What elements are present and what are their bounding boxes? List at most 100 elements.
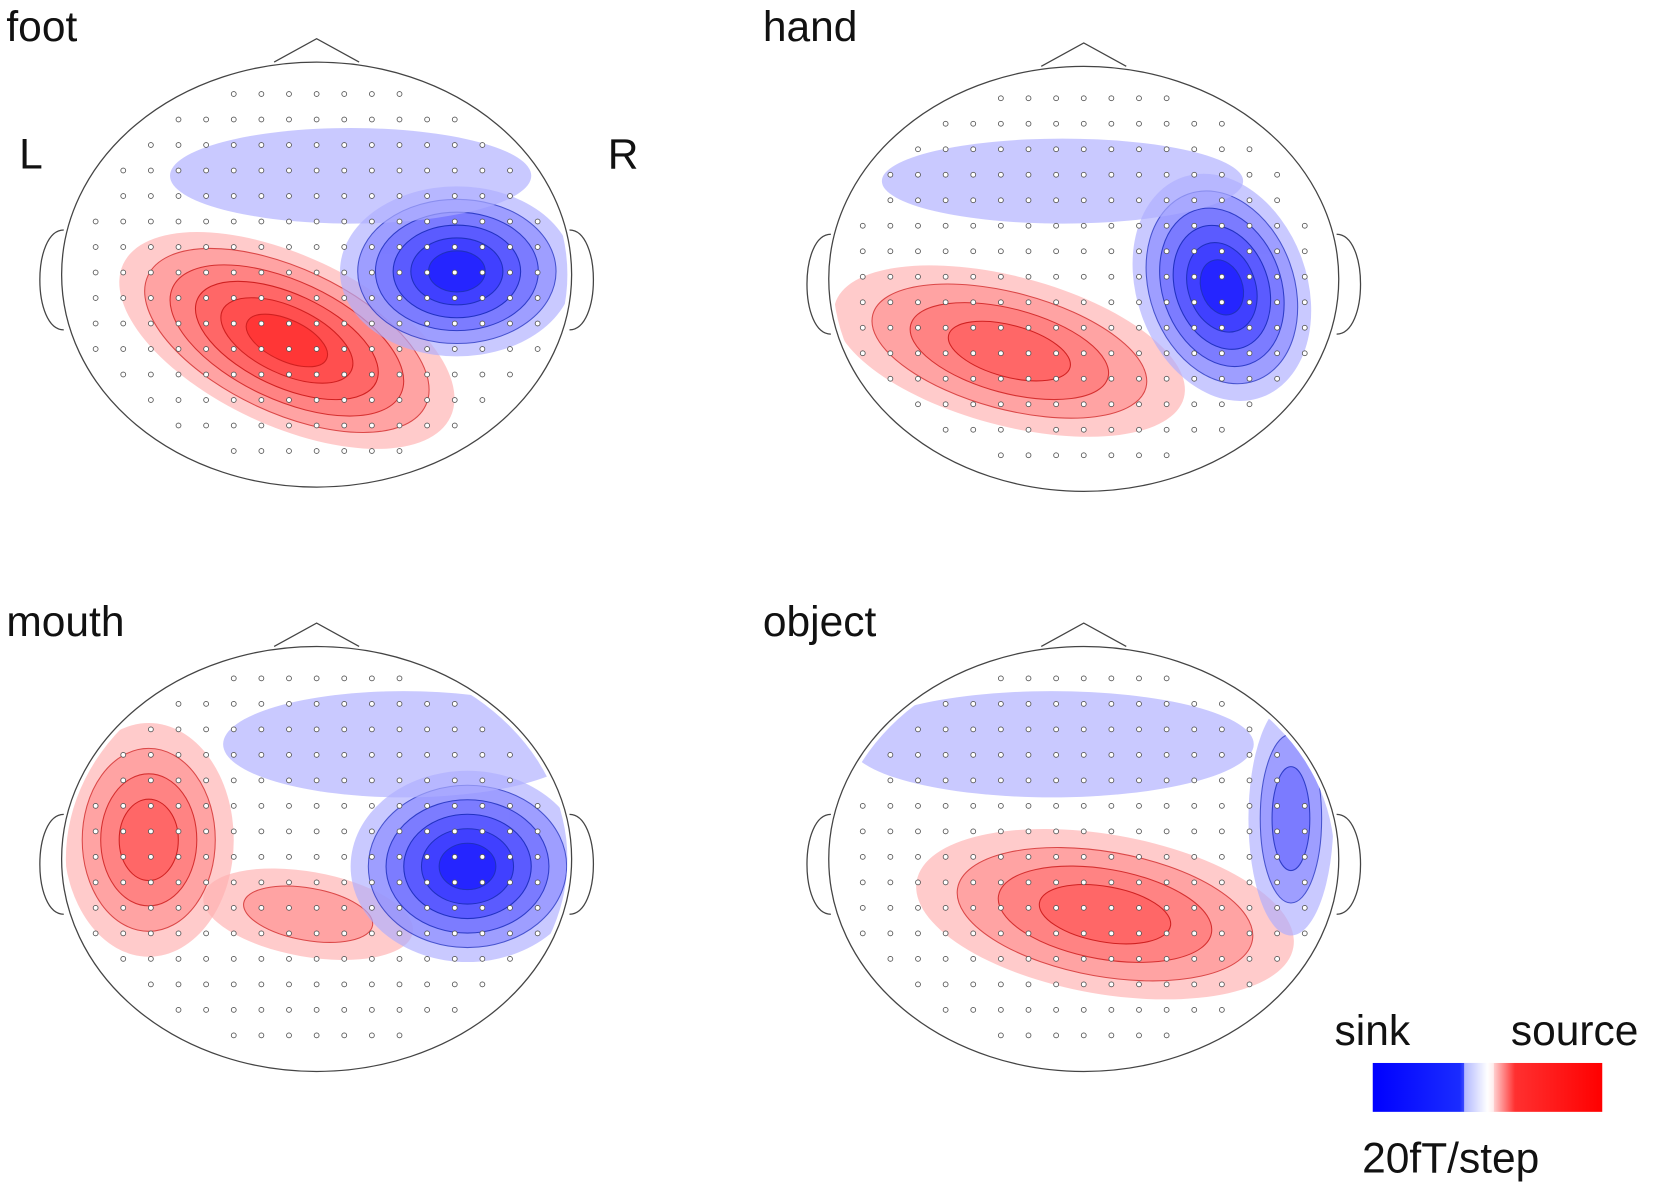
sensor <box>258 397 265 403</box>
sensor <box>1080 1006 1087 1013</box>
sensor <box>286 1006 292 1013</box>
sensor <box>1108 930 1115 937</box>
sensor <box>424 346 430 352</box>
sensor <box>915 146 921 153</box>
sensor <box>1025 401 1032 408</box>
sensor <box>203 853 209 860</box>
sensor <box>1301 879 1308 886</box>
sensor <box>1191 299 1198 306</box>
sensor <box>1025 981 1032 988</box>
sensor <box>970 930 977 937</box>
sensor <box>1053 981 1059 988</box>
sensor <box>451 397 458 403</box>
sensor <box>451 700 458 707</box>
sensor <box>915 751 921 758</box>
sensor <box>1163 197 1170 204</box>
sensor <box>1301 222 1308 229</box>
sensor <box>313 879 320 886</box>
sensor <box>1191 930 1198 937</box>
sensor <box>1219 146 1225 153</box>
sensor <box>230 879 237 886</box>
sensor <box>887 802 894 809</box>
sensor <box>230 397 237 403</box>
sensor <box>942 120 949 127</box>
sensor <box>424 320 430 327</box>
sensor <box>451 1006 458 1013</box>
sensor <box>451 930 458 937</box>
sensor <box>942 777 949 784</box>
sensor <box>424 904 430 911</box>
sensor <box>942 751 949 758</box>
sensor <box>258 269 265 276</box>
sensor <box>203 930 209 937</box>
sensor <box>1053 324 1059 331</box>
sensor <box>230 1032 237 1039</box>
sensor <box>998 452 1004 459</box>
sensor <box>424 930 430 937</box>
sensor <box>120 320 127 327</box>
ear <box>39 229 64 331</box>
nose <box>1040 42 1127 67</box>
sensor <box>887 751 894 758</box>
sensor <box>230 448 237 454</box>
sensor <box>1080 802 1087 809</box>
sensor <box>313 91 320 97</box>
sensor <box>258 448 265 454</box>
sensor <box>341 777 348 784</box>
sensor <box>341 295 348 301</box>
sensor <box>479 218 486 225</box>
sensor <box>1219 120 1225 127</box>
sensor <box>1025 299 1032 306</box>
sensor <box>887 879 894 886</box>
contour <box>243 885 374 943</box>
sensor <box>1080 426 1087 433</box>
sensor <box>1163 726 1170 733</box>
sensor <box>1108 95 1115 102</box>
sensor <box>859 350 866 357</box>
sensor <box>1246 930 1253 937</box>
sensor <box>1108 726 1115 733</box>
sensor <box>92 269 99 276</box>
sensor <box>534 828 541 835</box>
sensor <box>1191 904 1198 911</box>
sensor <box>451 116 458 123</box>
sensor <box>451 853 458 860</box>
sensor <box>970 401 977 408</box>
sensor <box>258 879 265 886</box>
sensor <box>369 981 375 988</box>
sensor <box>148 244 154 250</box>
sensor <box>313 1006 320 1013</box>
sensor <box>1219 853 1225 860</box>
sensor <box>369 828 375 835</box>
sensor <box>313 371 320 378</box>
sensor <box>230 930 237 937</box>
sensor <box>1246 324 1253 331</box>
sensor <box>479 828 486 835</box>
sensor <box>120 930 127 937</box>
sensor <box>1136 146 1142 153</box>
sensor <box>534 218 541 225</box>
sensor <box>313 853 320 860</box>
sensor <box>369 397 375 403</box>
sensor <box>998 401 1004 408</box>
sensor <box>203 320 209 327</box>
sensor <box>1246 299 1253 306</box>
sensor <box>258 167 265 174</box>
sensor <box>534 346 541 352</box>
sensor <box>313 397 320 403</box>
sensor <box>313 828 320 835</box>
sensor <box>451 295 458 301</box>
field-map <box>833 95 1312 459</box>
sensor <box>1136 324 1142 331</box>
sensor <box>203 397 209 403</box>
nose <box>273 622 360 648</box>
sensor <box>286 828 292 835</box>
sensor <box>424 193 430 199</box>
sensor <box>1191 401 1198 408</box>
sensor <box>451 879 458 886</box>
sensor <box>148 320 154 327</box>
sensor <box>230 346 237 352</box>
sensor <box>1053 726 1059 733</box>
sensor <box>1136 751 1142 758</box>
sensor <box>970 375 977 382</box>
